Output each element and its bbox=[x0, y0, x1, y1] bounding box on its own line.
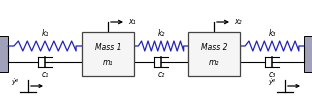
Text: ẏᵍ: ẏᵍ bbox=[268, 79, 275, 85]
Bar bbox=[188, 32, 240, 76]
Text: c₃: c₃ bbox=[268, 70, 275, 79]
Text: c₂: c₂ bbox=[157, 70, 165, 79]
Text: m₂: m₂ bbox=[209, 58, 219, 67]
Bar bbox=[304, 36, 312, 72]
Text: ẏᵍ: ẏᵍ bbox=[11, 79, 18, 85]
Bar bbox=[82, 32, 134, 76]
Text: k₃: k₃ bbox=[268, 29, 276, 38]
Text: k₁: k₁ bbox=[41, 29, 49, 38]
Bar bbox=[0, 36, 8, 72]
Text: x₁: x₁ bbox=[128, 17, 135, 26]
Text: k₂: k₂ bbox=[157, 29, 165, 38]
Text: x₂: x₂ bbox=[234, 17, 241, 26]
Text: c₁: c₁ bbox=[41, 70, 49, 79]
Text: Mass 1: Mass 1 bbox=[95, 43, 121, 52]
Text: Mass 2: Mass 2 bbox=[201, 43, 227, 52]
Text: m₁: m₁ bbox=[103, 58, 113, 67]
